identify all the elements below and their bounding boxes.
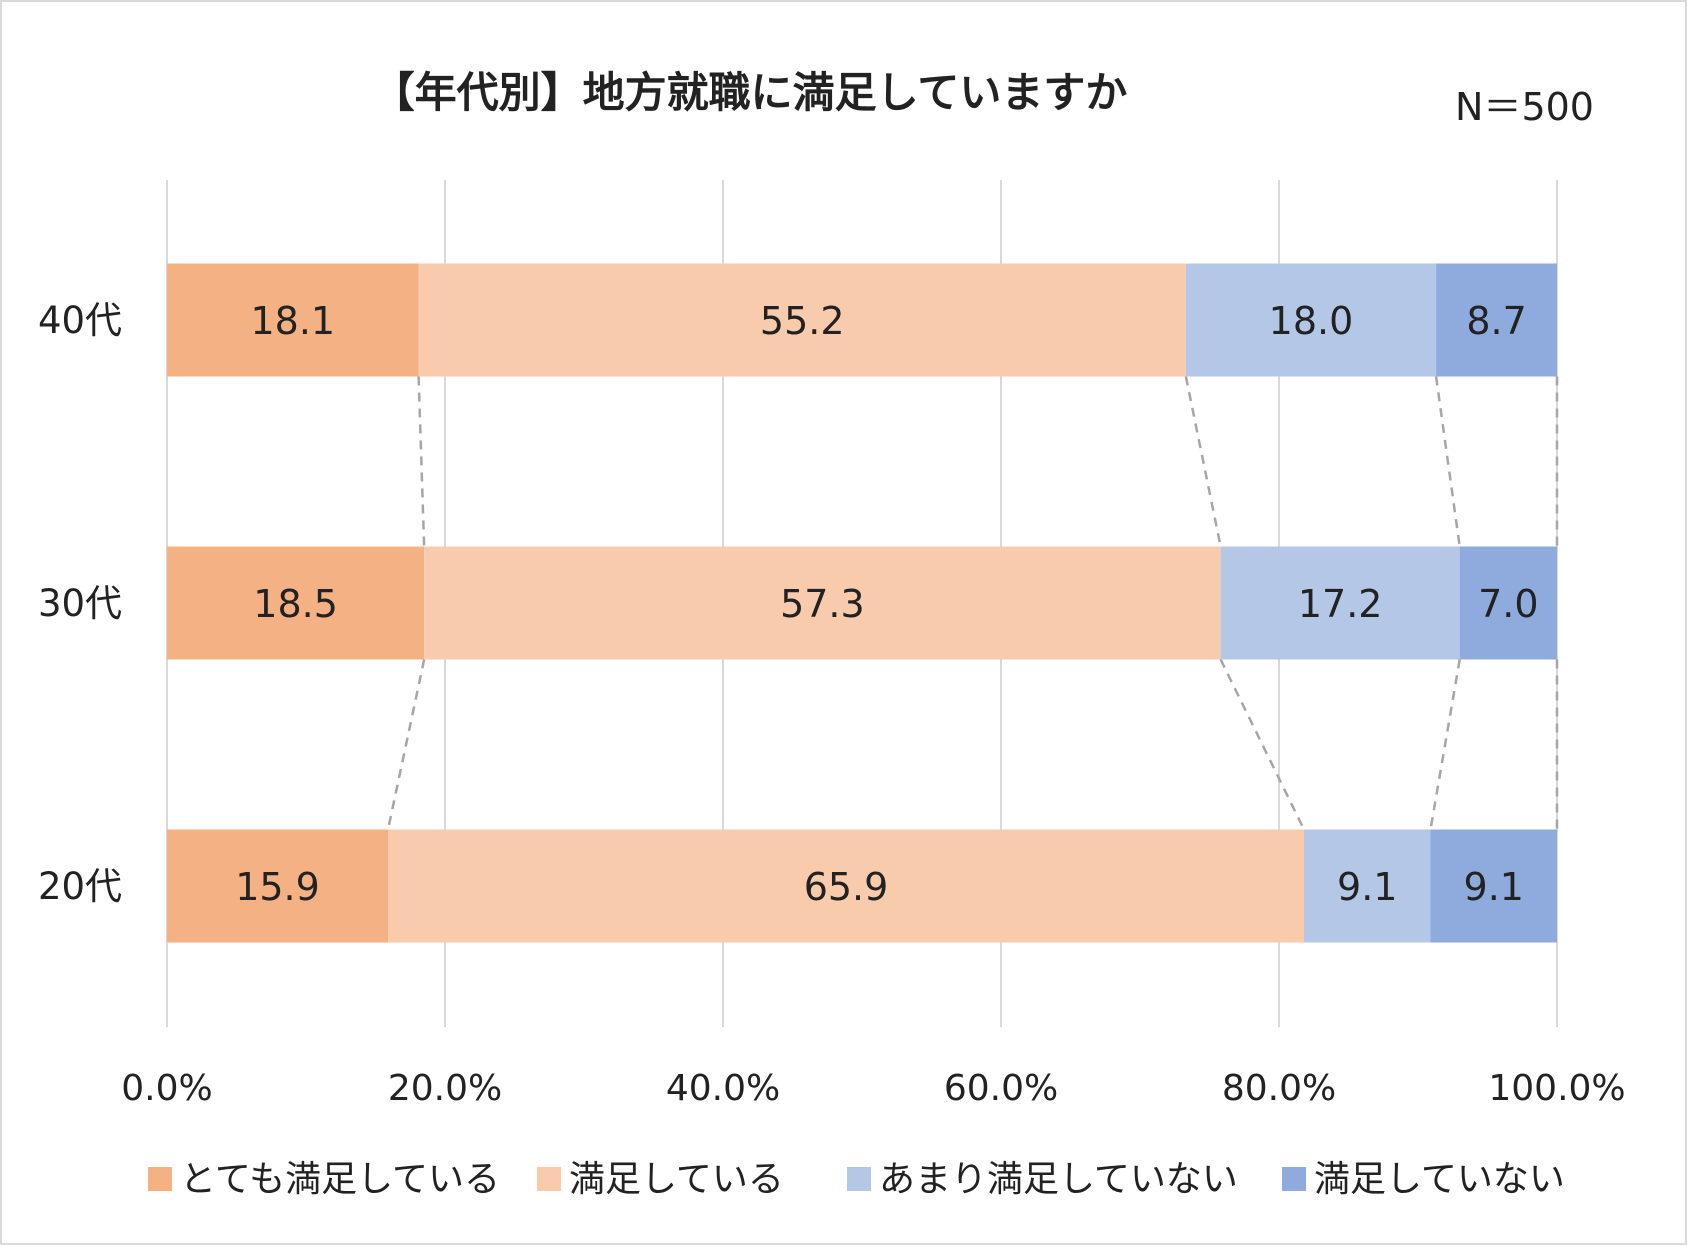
x-tick-label-0: 0.0% [121, 1068, 212, 1109]
bar-segment-0-0 [167, 263, 419, 377]
series-line-1-1 [1219, 658, 1306, 831]
x-tick-label-2: 40.0% [666, 1068, 780, 1109]
bar-segment-3-1 [1459, 546, 1557, 660]
category-labels: 40代 30代 20代 [38, 299, 122, 908]
sample-size-note: N＝500 [1455, 85, 1594, 129]
category-label-0: 40代 [38, 299, 122, 342]
series-line-0-0 [417, 376, 426, 547]
legend-label-0: とても満足している [180, 1159, 500, 1200]
value-label-1-1: 57.3 [780, 582, 865, 626]
legend-label-2: あまり満足していない [879, 1159, 1238, 1200]
value-label-3-2: 9.1 [1464, 865, 1524, 909]
value-label-0-2: 15.9 [235, 865, 320, 909]
x-tick-label-5: 100.0% [1488, 1068, 1625, 1109]
bar-segment-0-2 [167, 829, 389, 943]
legend-swatch-0 [148, 1167, 172, 1191]
bar-segment-1-2 [388, 829, 1305, 943]
bar-segment-0-1 [167, 546, 425, 660]
value-label-2-0: 18.0 [1269, 299, 1354, 343]
category-label-2: 20代 [38, 865, 122, 908]
legend-swatch-1 [537, 1167, 561, 1191]
series-line-2-0 [1434, 376, 1461, 547]
x-tick-label-1: 20.0% [388, 1068, 502, 1109]
series-line-1-0 [1184, 376, 1222, 547]
legend-swatch-3 [1282, 1167, 1306, 1191]
value-label-2-2: 9.1 [1337, 865, 1397, 909]
value-labels: 18.1 55.2 18.0 8.7 18.5 57.3 17.2 7.0 15.9 65.9 9.… [235, 299, 1538, 909]
bar-segment-3-0 [1436, 263, 1557, 377]
value-label-1-0: 55.2 [760, 299, 845, 343]
legend-label-1: 満足している [569, 1159, 784, 1200]
bar-segment-2-0 [1185, 263, 1437, 377]
x-tick-label-3: 60.0% [944, 1068, 1058, 1109]
value-label-3-1: 7.0 [1478, 582, 1538, 626]
category-label-1: 30代 [38, 582, 122, 625]
value-label-0-0: 18.1 [250, 299, 335, 343]
series-line-0-1 [386, 659, 426, 830]
value-label-2-1: 17.2 [1298, 582, 1383, 626]
bars [167, 263, 1557, 943]
value-label-0-1: 18.5 [253, 582, 338, 626]
x-tick-labels: 0.0% 20.0% 40.0% 60.0% 80.0% 100.0% [121, 1068, 1625, 1109]
bar-segment-1-1 [424, 546, 1221, 660]
value-label-3-0: 8.7 [1466, 299, 1526, 343]
x-tick-label-4: 80.0% [1222, 1068, 1336, 1109]
bar-segment-3-2 [1430, 829, 1557, 943]
legend: とても満足している 満足している あまり満足していない 満足していない [148, 1159, 1565, 1200]
bar-segment-2-1 [1220, 546, 1460, 660]
bar-segment-2-2 [1304, 829, 1431, 943]
legend-swatch-2 [847, 1167, 871, 1191]
series-line-2-1 [1429, 659, 1461, 830]
legend-label-3: 満足していない [1314, 1159, 1565, 1200]
series-lines [386, 376, 1559, 831]
value-label-1-2: 65.9 [804, 865, 889, 909]
chart-title: 【年代別】地方就職に満足していますか [373, 68, 1128, 117]
bar-segment-1-0 [418, 263, 1186, 377]
